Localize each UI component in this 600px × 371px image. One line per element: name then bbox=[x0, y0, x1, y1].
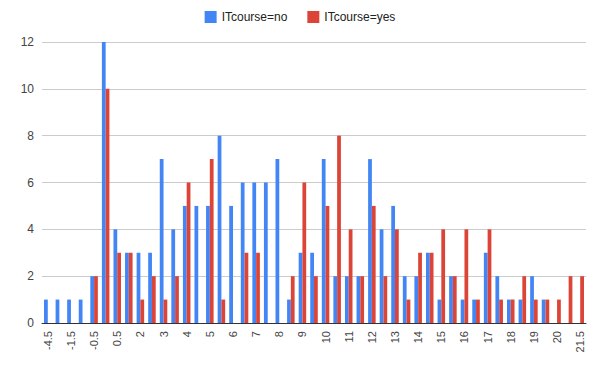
svg-text:11: 11 bbox=[343, 331, 355, 342]
svg-text:ITcourse=yes: ITcourse=yes bbox=[324, 10, 395, 24]
svg-text:14: 14 bbox=[412, 331, 424, 343]
svg-text:-4.5: -4.5 bbox=[42, 331, 54, 350]
svg-text:6: 6 bbox=[227, 331, 239, 337]
svg-text:4: 4 bbox=[27, 222, 34, 236]
svg-text:15: 15 bbox=[435, 331, 447, 343]
svg-text:21.5: 21.5 bbox=[574, 331, 586, 352]
svg-text:12: 12 bbox=[21, 35, 35, 49]
svg-text:17: 17 bbox=[482, 331, 494, 343]
svg-text:4: 4 bbox=[181, 331, 193, 337]
svg-text:0: 0 bbox=[27, 316, 34, 330]
svg-text:ITcourse=no: ITcourse=no bbox=[222, 10, 288, 24]
svg-text:3: 3 bbox=[158, 331, 170, 337]
svg-text:10: 10 bbox=[320, 331, 332, 343]
svg-text:2: 2 bbox=[27, 269, 34, 283]
svg-text:2: 2 bbox=[134, 331, 146, 337]
svg-text:8: 8 bbox=[273, 331, 285, 337]
svg-text:13: 13 bbox=[389, 331, 401, 343]
svg-text:9: 9 bbox=[296, 331, 308, 337]
svg-text:12: 12 bbox=[366, 331, 378, 343]
svg-text:10: 10 bbox=[21, 82, 35, 96]
svg-text:16: 16 bbox=[458, 331, 470, 343]
svg-text:-1.5: -1.5 bbox=[65, 331, 77, 350]
svg-text:18: 18 bbox=[505, 331, 517, 343]
svg-text:20: 20 bbox=[551, 331, 563, 343]
svg-text:0.5: 0.5 bbox=[111, 331, 123, 346]
svg-text:7: 7 bbox=[250, 331, 262, 337]
svg-text:6: 6 bbox=[27, 176, 34, 190]
svg-text:8: 8 bbox=[27, 129, 34, 143]
svg-text:19: 19 bbox=[528, 331, 540, 343]
svg-text:5: 5 bbox=[204, 331, 216, 337]
svg-text:-0.5: -0.5 bbox=[88, 331, 100, 350]
